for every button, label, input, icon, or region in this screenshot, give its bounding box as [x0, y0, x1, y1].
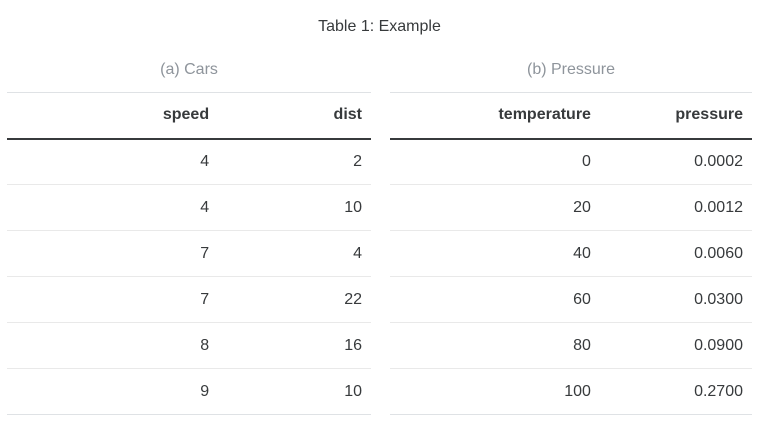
- table-cell: 4: [7, 138, 219, 185]
- table-cell: 10: [218, 368, 371, 415]
- table-cell: 4: [218, 230, 371, 277]
- table-cell: 10: [218, 184, 371, 231]
- table-row: 80 0.0900: [390, 322, 752, 369]
- table-cell: 7: [7, 230, 219, 277]
- table-cell: 0.0012: [599, 184, 752, 231]
- table-row: 7 22: [7, 276, 371, 323]
- table-cell: 0.0300: [599, 276, 752, 323]
- header-row: temperature pressure: [390, 92, 752, 140]
- subtable-cars: (a) Cars speed dist 4 2 4 10 7 4 7 22 8 16 9 10: [7, 61, 371, 415]
- table-row: 40 0.0060: [390, 230, 752, 277]
- pressure-table: temperature pressure 0 0.0002 20 0.0012 40 0.00…: [390, 92, 752, 415]
- header-row: speed dist: [7, 92, 371, 140]
- table-row: 4 10: [7, 184, 371, 231]
- table-row: 20 0.0012: [390, 184, 752, 231]
- table-cell: 0.0002: [599, 138, 752, 185]
- table-cell: 80: [390, 322, 600, 369]
- table-cell: 7: [7, 276, 219, 323]
- table-cell: 9: [7, 368, 219, 415]
- table-row: 8 16: [7, 322, 371, 369]
- subtable-cars-caption: (a) Cars: [160, 61, 218, 78]
- table-title: Table 1: Example: [318, 18, 441, 35]
- table-cell: 60: [390, 276, 600, 323]
- table-cell: 40: [390, 230, 600, 277]
- table-cell: 0.0900: [599, 322, 752, 369]
- column-header-dist: dist: [218, 92, 371, 140]
- tables-row: (a) Cars speed dist 4 2 4 10 7 4 7 22 8 16 9 10 (b) P…: [7, 61, 752, 415]
- table-row: 0 0.0002: [390, 138, 752, 185]
- column-header-temperature: temperature: [390, 92, 600, 140]
- table-cell: 8: [7, 322, 219, 369]
- table-cell: 0.2700: [599, 368, 752, 415]
- table-cell: 16: [218, 322, 371, 369]
- document-page: Table 1: Example (a) Cars speed dist 4 2 4 10…: [7, 0, 752, 415]
- table-cell: 22: [218, 276, 371, 323]
- cars-table: speed dist 4 2 4 10 7 4 7 22 8 16 9 10: [7, 92, 371, 415]
- table-cell: 0: [390, 138, 600, 185]
- column-header-pressure: pressure: [599, 92, 752, 140]
- subtable-pressure-caption: (b) Pressure: [526, 61, 616, 78]
- table-row: 60 0.0300: [390, 276, 752, 323]
- table-cell: 0.0060: [599, 230, 752, 277]
- table-row: 100 0.2700: [390, 368, 752, 415]
- column-header-speed: speed: [7, 92, 219, 140]
- subtable-pressure: (b) Pressure temperature pressure 0 0.0002 2…: [390, 61, 752, 415]
- table-row: 9 10: [7, 368, 371, 415]
- table-cell: 4: [7, 184, 219, 231]
- table-cell: 100: [390, 368, 600, 415]
- table-cell: 20: [390, 184, 600, 231]
- table-cell: 2: [218, 138, 371, 185]
